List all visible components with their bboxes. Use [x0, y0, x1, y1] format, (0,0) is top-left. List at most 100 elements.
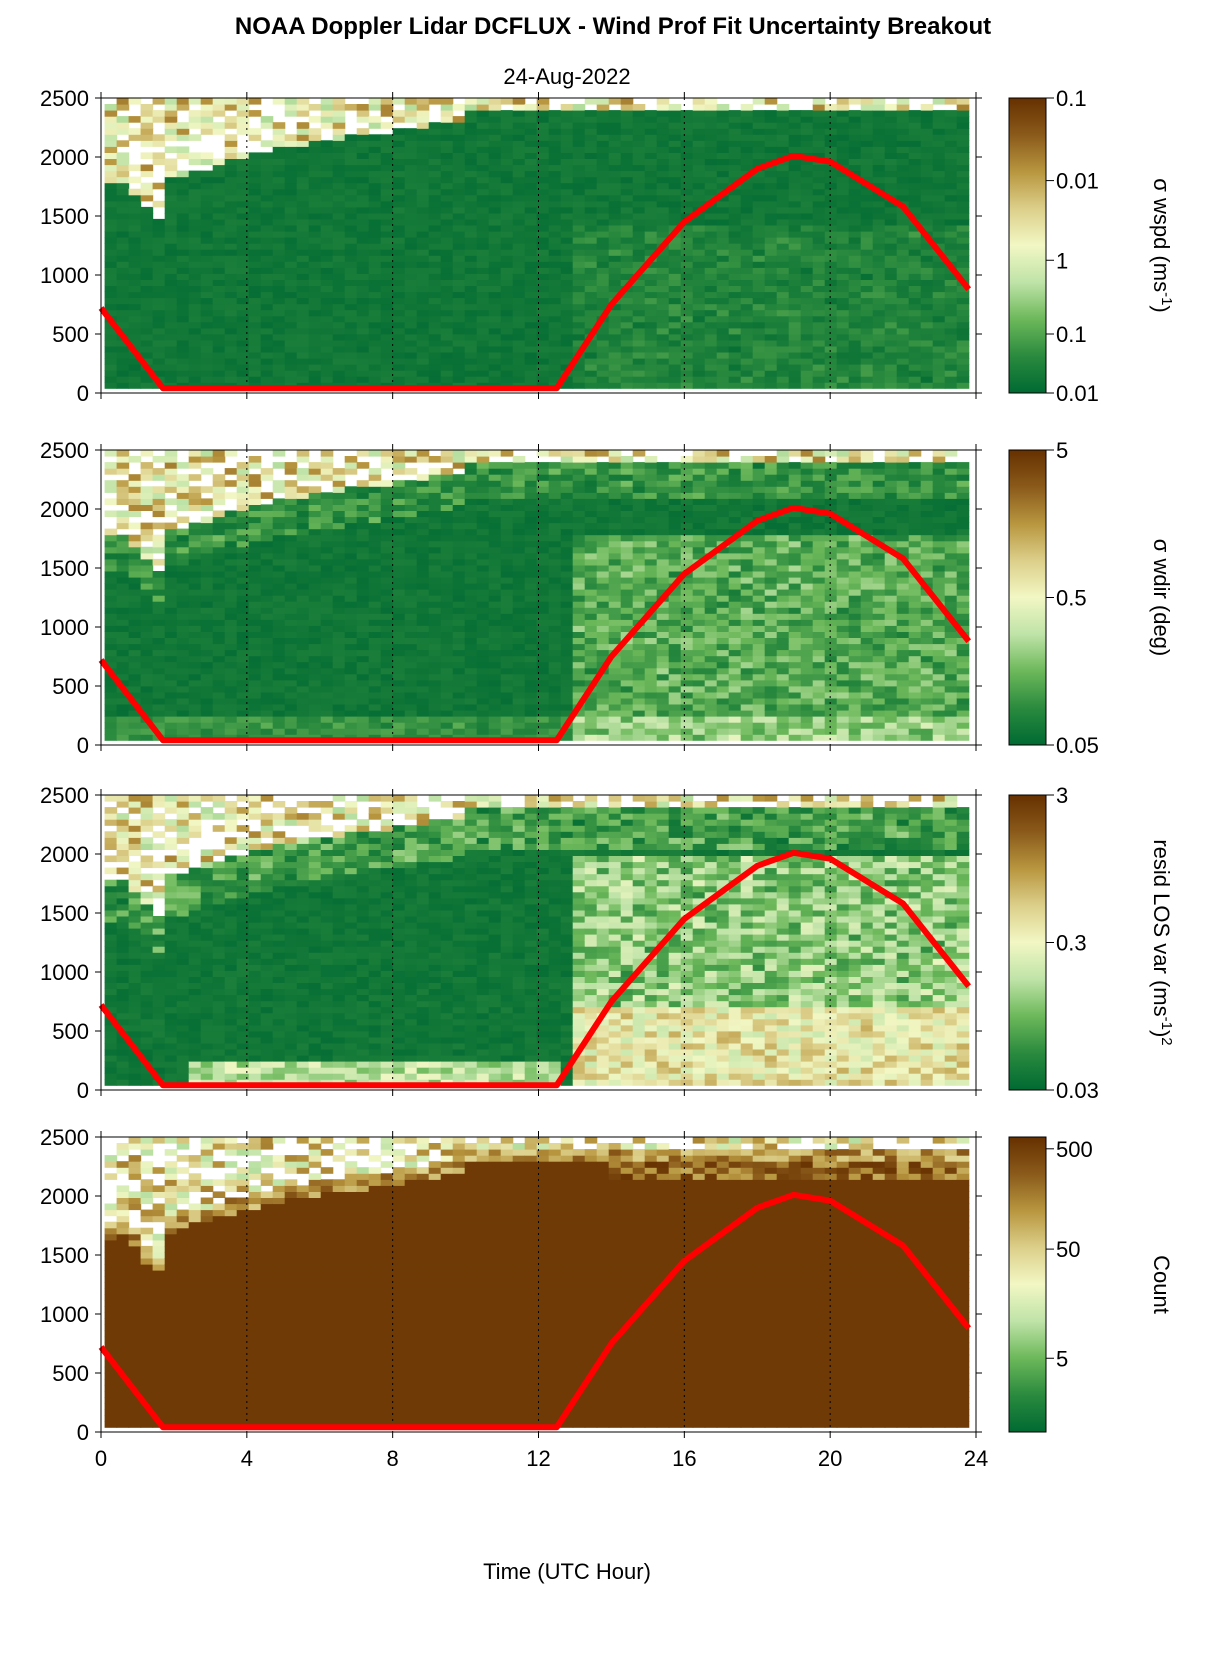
- heatmap-cell: [776, 303, 790, 311]
- heatmap-cell: [452, 339, 466, 347]
- heatmap-cell: [956, 164, 970, 172]
- heatmap-cell: [440, 339, 454, 347]
- heatmap-cell: [356, 333, 370, 341]
- heatmap-cell: [224, 534, 238, 542]
- heatmap-cell: [620, 98, 634, 105]
- heatmap-cell: [584, 188, 598, 196]
- heatmap-cell: [188, 333, 202, 341]
- heatmap-cell: [428, 697, 442, 705]
- heatmap-cell: [944, 218, 958, 226]
- heatmap-cell: [344, 327, 358, 335]
- heatmap-cell: [284, 218, 298, 226]
- heatmap-cell: [224, 285, 238, 293]
- heatmap-cell: [596, 146, 610, 153]
- heatmap-cell: [116, 370, 130, 377]
- heatmap-cell: [248, 339, 262, 347]
- heatmap-cell: [776, 188, 790, 196]
- heatmap-cell: [836, 182, 850, 190]
- heatmap-cell: [164, 613, 178, 620]
- heatmap-cell: [296, 450, 310, 457]
- heatmap-cell: [404, 456, 418, 463]
- heatmap-cell: [440, 140, 454, 147]
- heatmap-cell: [368, 528, 382, 536]
- heatmap-cell: [632, 146, 646, 153]
- heatmap-cell: [332, 667, 346, 675]
- heatmap-cell: [716, 345, 730, 353]
- heatmap-cell: [752, 158, 766, 166]
- heatmap-cell: [668, 176, 682, 184]
- heatmap-cell: [740, 243, 754, 250]
- heatmap-cell: [488, 643, 502, 651]
- heatmap-cell: [680, 188, 694, 196]
- heatmap-cell: [632, 370, 646, 377]
- heatmap-cell: [320, 631, 334, 638]
- heatmap-cell: [452, 679, 466, 687]
- heatmap-cell: [296, 728, 310, 735]
- heatmap-cell: [524, 134, 538, 141]
- heatmap-cell: [284, 528, 298, 536]
- heatmap-cell: [500, 164, 514, 172]
- heatmap-cell: [848, 297, 862, 305]
- heatmap-cell: [320, 510, 334, 518]
- heatmap-cell: [476, 255, 490, 262]
- heatmap-cell: [920, 225, 934, 232]
- heatmap-cell: [236, 468, 250, 475]
- heatmap-cell: [212, 595, 226, 602]
- heatmap-cell: [392, 200, 406, 208]
- heatmap-cell: [548, 358, 562, 365]
- heatmap-cell: [248, 607, 262, 614]
- heatmap-cell: [752, 98, 766, 105]
- heatmap-cell: [224, 625, 238, 632]
- heatmap-cell: [860, 188, 874, 196]
- heatmap-cell: [536, 225, 550, 232]
- heatmap-cell: [176, 225, 190, 232]
- heatmap-cell: [824, 152, 838, 159]
- heatmap-cell: [392, 728, 406, 735]
- heatmap-cell: [260, 637, 274, 645]
- heatmap-cell: [512, 158, 526, 166]
- heatmap-cell: [452, 564, 466, 572]
- heatmap-cell: [512, 704, 526, 711]
- heatmap-cell: [416, 315, 430, 323]
- heatmap-cell: [464, 498, 478, 505]
- heatmap-cell: [572, 382, 586, 389]
- heatmap-cell: [824, 261, 838, 268]
- heatmap-cell: [956, 170, 970, 178]
- heatmap-cell: [860, 116, 874, 123]
- heatmap-cell: [740, 285, 754, 293]
- heatmap-cell: [392, 339, 406, 347]
- heatmap-cell: [788, 116, 802, 123]
- heatmap-cell: [524, 255, 538, 262]
- heatmap-cell: [668, 333, 682, 341]
- heatmap-cell: [440, 510, 454, 518]
- heatmap-cell: [656, 218, 670, 226]
- heatmap-cell: [416, 285, 430, 293]
- heatmap-cell: [236, 333, 250, 341]
- heatmap-cell: [596, 98, 610, 105]
- heatmap-cell: [320, 456, 334, 463]
- heatmap-cell: [848, 285, 862, 293]
- heatmap-cell: [236, 510, 250, 518]
- heatmap-cell: [224, 364, 238, 371]
- heatmap-cell: [272, 194, 286, 202]
- heatmap-cell: [236, 540, 250, 548]
- heatmap-cell: [212, 194, 226, 202]
- heatmap-cell: [776, 206, 790, 214]
- heatmap-cell: [848, 358, 862, 365]
- heatmap-cell: [380, 631, 394, 638]
- heatmap-cell: [476, 589, 490, 596]
- heatmap-cell: [596, 194, 610, 202]
- heatmap-cell: [344, 516, 358, 524]
- heatmap-cell: [536, 170, 550, 178]
- heatmap-cell: [116, 382, 130, 389]
- heatmap-cell: [752, 255, 766, 262]
- heatmap-cell: [368, 370, 382, 377]
- heatmap-cell: [752, 218, 766, 226]
- heatmap-cell: [248, 504, 262, 511]
- heatmap-cell: [296, 345, 310, 353]
- heatmap-cell: [836, 212, 850, 220]
- heatmap-cell: [692, 273, 706, 280]
- heatmap-cell: [164, 182, 178, 190]
- heatmap-cell: [488, 631, 502, 638]
- heatmap-cell: [476, 564, 490, 572]
